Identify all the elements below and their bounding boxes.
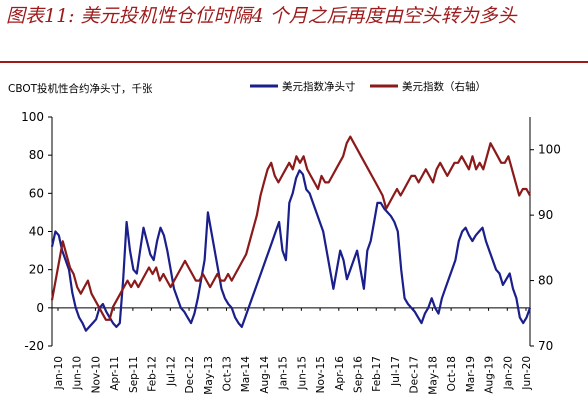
x-tick-label: Jan-20 <box>502 356 514 390</box>
x-tick-label: Apr-11 <box>109 356 121 391</box>
x-tick-label: Nov-10 <box>90 356 102 393</box>
left-tick-label: 100 <box>21 110 44 124</box>
x-tick-label: Aug-19 <box>484 356 496 394</box>
x-tick-label: Dec-17 <box>409 356 421 393</box>
legend: 美元指数净头寸 美元指数（右轴） <box>250 80 486 93</box>
chart-title: 图表11: 美元投机性仓位时隔4 个月之后再度由空头转为多头 <box>6 5 517 27</box>
left-tick-label: 20 <box>29 263 44 277</box>
legend-label-net-position: 美元指数净头寸 <box>282 80 356 93</box>
x-tick-label: Jul-12 <box>165 356 177 387</box>
x-tick-label: Jun-10 <box>72 356 84 391</box>
x-tick-label: Oct-18 <box>446 356 458 391</box>
x-tick-label: Jun-15 <box>296 356 308 391</box>
right-tick-label: 80 <box>538 274 553 288</box>
series-line-dollar-index <box>50 135 531 321</box>
x-tick-label: Mar-19 <box>465 356 477 392</box>
x-tick-label: Aug-14 <box>259 356 271 394</box>
x-tick-label: Jun-20 <box>521 356 533 391</box>
x-tick-label: Dec-12 <box>184 356 196 393</box>
x-tick-label: Nov-15 <box>315 356 327 393</box>
x-tick-label: Mar-14 <box>240 356 252 393</box>
x-tick-label: Jul-17 <box>390 356 402 387</box>
left-tick-label: 60 <box>29 186 44 200</box>
left-tick-label: 0 <box>36 301 44 315</box>
x-tick-label: May-18 <box>427 356 439 395</box>
x-tick-label: Feb-17 <box>371 356 383 392</box>
x-tick-label: Oct-13 <box>221 356 233 391</box>
right-tick-label: 70 <box>538 339 553 353</box>
legend-label-dollar-index: 美元指数（右轴） <box>402 80 486 93</box>
title-rule <box>0 61 588 63</box>
series-line-net-position <box>50 169 532 332</box>
x-tick-label: Jan-10 <box>53 356 65 390</box>
left-tick-label: 40 <box>29 225 44 239</box>
x-tick-label: Sep-11 <box>128 356 140 393</box>
left-axis-label: CBOT投机性合约净头寸，千张 <box>8 82 153 95</box>
x-tick-label: May-13 <box>203 356 215 395</box>
right-tick-label: 100 <box>538 143 561 157</box>
x-tick-label: Jan-15 <box>278 356 290 390</box>
right-tick-label: 90 <box>538 208 553 222</box>
axes: -20 0 20 40 60 80 100 70 80 90 100 Jan-10 Jun-10 Nov-… <box>21 110 561 395</box>
left-tick-label: 80 <box>29 148 44 162</box>
series-layer <box>50 135 532 332</box>
x-tick-label: Sep-16 <box>353 356 365 393</box>
x-tick-label: Feb-12 <box>147 356 159 392</box>
left-tick-label: -20 <box>24 339 44 353</box>
x-tick-label: Apr-16 <box>334 356 346 391</box>
